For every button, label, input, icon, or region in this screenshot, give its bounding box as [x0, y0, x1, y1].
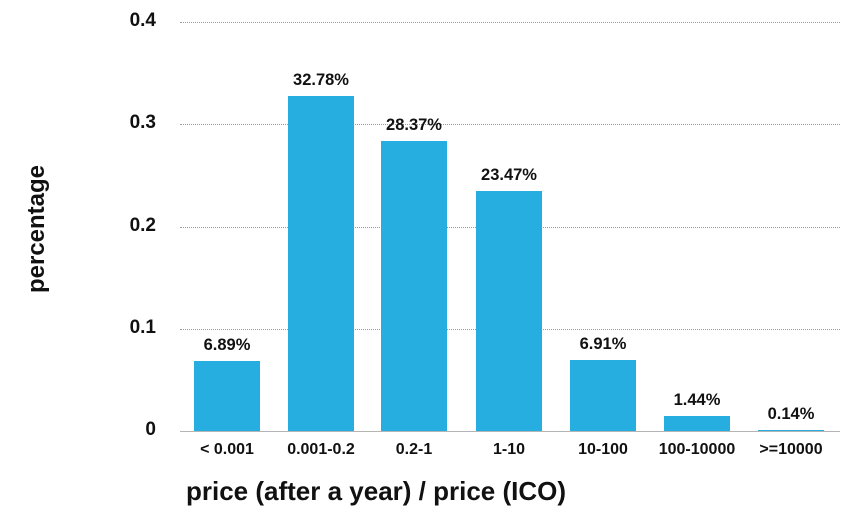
x-tick-label: 100-10000 — [658, 441, 736, 458]
bar-value-label: 6.89% — [203, 335, 251, 354]
x-tick-label: 0.2-1 — [395, 441, 433, 458]
x-tick-label: < 0.001 — [200, 441, 254, 458]
bar-value-label: 23.47% — [481, 166, 537, 185]
bar — [288, 95, 354, 431]
y-tick-label: 0.1 — [129, 316, 156, 338]
bar-value-label: 6.91% — [579, 335, 627, 354]
x-tick-label: >=10000 — [759, 441, 823, 458]
bar-value-label: 28.37% — [386, 115, 442, 134]
x-tick-label: 1-10 — [492, 441, 526, 458]
gridline — [180, 124, 840, 126]
x-tick-label: 0.001-0.2 — [287, 441, 355, 458]
bar — [570, 360, 636, 431]
y-tick-label: 0.4 — [129, 10, 156, 31]
bar-value-label: 32.78% — [293, 70, 349, 89]
y-tick-label: 0.3 — [129, 112, 156, 134]
y-tick-label: 0 — [145, 419, 156, 440]
bar — [758, 429, 824, 431]
bar — [664, 416, 730, 431]
y-axis-label: percentage — [23, 164, 50, 294]
gridline — [180, 22, 840, 23]
x-axis-line — [180, 431, 840, 432]
bar-value-label: 1.44% — [673, 391, 721, 410]
bar-value-label: 0.14% — [767, 404, 815, 423]
x-tick-label: 10-100 — [578, 441, 628, 458]
y-tick-label: 0.2 — [129, 214, 156, 236]
bar — [476, 191, 542, 431]
bar — [381, 140, 447, 431]
x-axis-label: price (after a year) / price (ICO) — [186, 476, 567, 506]
bar — [194, 360, 260, 431]
